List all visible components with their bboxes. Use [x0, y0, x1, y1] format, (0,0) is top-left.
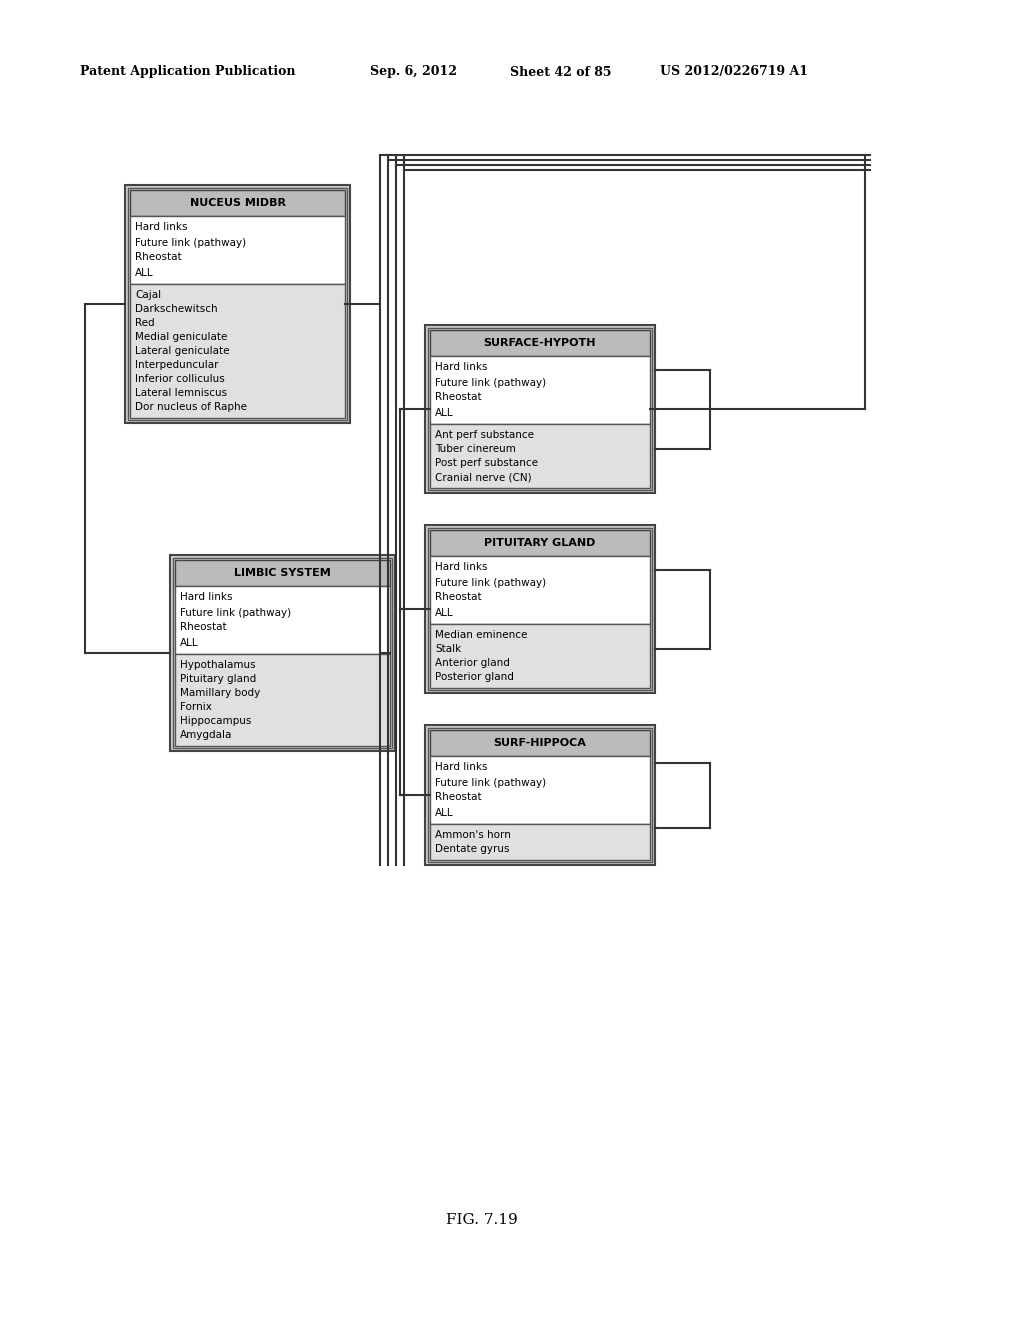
Text: Interpeduncular: Interpeduncular [135, 360, 218, 370]
Text: Sheet 42 of 85: Sheet 42 of 85 [510, 66, 611, 78]
Text: Post perf substance: Post perf substance [435, 458, 538, 469]
Bar [175, 653, 390, 746]
Bar [430, 624, 650, 688]
Text: Future link (pathway): Future link (pathway) [435, 777, 546, 788]
Bar [130, 216, 345, 284]
Text: Fornix: Fornix [180, 702, 212, 711]
Text: Hypothalamus: Hypothalamus [180, 660, 256, 671]
Bar [430, 356, 650, 424]
Bar [175, 586, 390, 653]
Text: SURF-HIPPOCA: SURF-HIPPOCA [494, 738, 587, 748]
Text: Rheostat: Rheostat [135, 252, 181, 263]
Text: ALL: ALL [180, 638, 199, 648]
Text: Ammon's horn: Ammon's horn [435, 830, 511, 840]
Bar [425, 725, 655, 865]
Bar [430, 330, 650, 356]
Text: US 2012/0226719 A1: US 2012/0226719 A1 [660, 66, 808, 78]
Bar [430, 424, 650, 488]
Text: Ant perf substance: Ant perf substance [435, 430, 534, 440]
Text: Median eminence: Median eminence [435, 630, 527, 640]
Text: Lateral lemniscus: Lateral lemniscus [135, 388, 227, 399]
Bar [430, 756, 650, 824]
Text: Rheostat: Rheostat [435, 593, 481, 602]
Text: NUCEUS MIDBR: NUCEUS MIDBR [189, 198, 286, 209]
Text: ALL: ALL [435, 408, 454, 417]
Text: ALL: ALL [435, 808, 454, 817]
Text: Future link (pathway): Future link (pathway) [180, 607, 291, 618]
Text: Lateral geniculate: Lateral geniculate [135, 346, 229, 356]
Text: Patent Application Publication: Patent Application Publication [80, 66, 296, 78]
Text: Hard links: Hard links [180, 593, 232, 602]
Text: ALL: ALL [435, 607, 454, 618]
Text: Sep. 6, 2012: Sep. 6, 2012 [370, 66, 457, 78]
Bar [425, 525, 655, 693]
Bar [425, 325, 655, 492]
Text: Red: Red [135, 318, 155, 327]
Bar [173, 558, 392, 748]
Text: Future link (pathway): Future link (pathway) [435, 378, 546, 388]
Bar [428, 528, 652, 690]
Bar [170, 554, 395, 751]
Text: Hard links: Hard links [135, 223, 187, 232]
Bar [430, 556, 650, 624]
Text: PITUITARY GLAND: PITUITARY GLAND [484, 539, 596, 548]
Bar [428, 327, 652, 490]
Bar [430, 730, 650, 756]
Text: Future link (pathway): Future link (pathway) [435, 578, 546, 587]
Bar [130, 190, 345, 216]
Text: LIMBIC SYSTEM: LIMBIC SYSTEM [234, 568, 331, 578]
Text: Pituitary gland: Pituitary gland [180, 675, 256, 684]
Text: Darkschewitsch: Darkschewitsch [135, 304, 218, 314]
Text: FIG. 7.19: FIG. 7.19 [446, 1213, 518, 1228]
Bar [428, 729, 652, 862]
Text: Cranial nerve (CN): Cranial nerve (CN) [435, 473, 531, 482]
Text: Medial geniculate: Medial geniculate [135, 333, 227, 342]
Text: Stalk: Stalk [435, 644, 461, 653]
Text: Hard links: Hard links [435, 363, 487, 372]
Text: Hard links: Hard links [435, 763, 487, 772]
Text: Inferior colliculus: Inferior colliculus [135, 374, 224, 384]
Text: ALL: ALL [135, 268, 154, 277]
Bar [430, 531, 650, 556]
Text: Dentate gyrus: Dentate gyrus [435, 843, 510, 854]
Bar [130, 284, 345, 418]
Text: Dor nucleus of Raphe: Dor nucleus of Raphe [135, 403, 247, 412]
Text: Rheostat: Rheostat [435, 792, 481, 803]
Bar [175, 560, 390, 586]
Bar [128, 187, 347, 420]
Text: SURFACE-HYPOTH: SURFACE-HYPOTH [483, 338, 596, 348]
Text: Posterior gland: Posterior gland [435, 672, 514, 682]
Text: Hippocampus: Hippocampus [180, 715, 251, 726]
Text: Anterior gland: Anterior gland [435, 657, 510, 668]
Text: Rheostat: Rheostat [435, 392, 481, 403]
Text: Future link (pathway): Future link (pathway) [135, 238, 246, 248]
Text: Amygdala: Amygdala [180, 730, 232, 741]
Text: Rheostat: Rheostat [180, 623, 226, 632]
Bar [125, 185, 350, 422]
Text: Hard links: Hard links [435, 562, 487, 573]
Text: Cajal: Cajal [135, 290, 161, 300]
Bar [430, 824, 650, 861]
Text: Tuber cinereum: Tuber cinereum [435, 444, 516, 454]
Text: Mamillary body: Mamillary body [180, 688, 260, 698]
